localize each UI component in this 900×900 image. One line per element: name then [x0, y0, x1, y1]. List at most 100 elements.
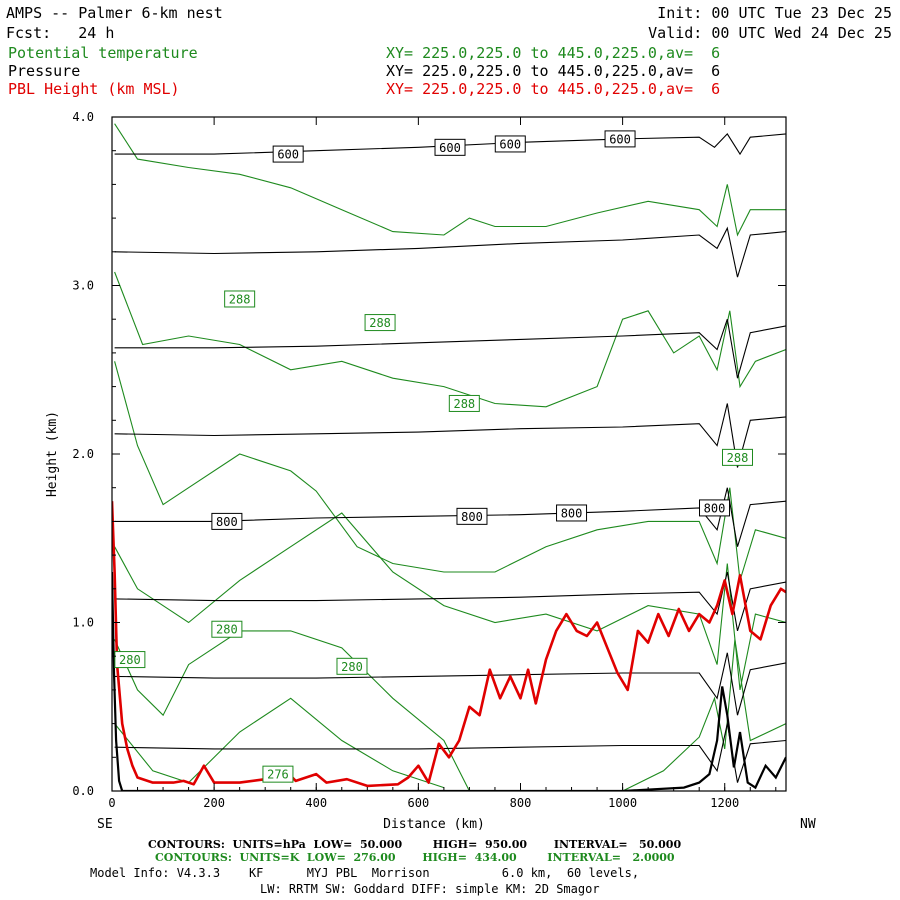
theta-contour-line	[418, 639, 786, 791]
pressure-contour-label-text: 600	[609, 132, 631, 146]
pressure-contour-label-box	[272, 145, 304, 163]
x-tick-label: 1000	[608, 796, 637, 810]
theta-contour-line	[114, 512, 786, 691]
x-tick-label: 800	[510, 796, 532, 810]
field-pbl-name: PBL Height (km MSL)	[8, 80, 180, 98]
theta-contour-label-box	[336, 657, 368, 675]
pressure-contour-label-box	[211, 512, 243, 530]
pressure-contour-label-box	[494, 135, 526, 153]
theta-contour-line	[114, 630, 470, 791]
pressure-contour-line	[114, 319, 786, 379]
theta-contour-label: 280	[211, 620, 243, 638]
pressure-contour-line	[114, 652, 786, 716]
pressure-contour-label-box	[604, 130, 636, 148]
x-tick-label: 1200	[710, 796, 739, 810]
theta-contour-label-text: 288	[229, 292, 251, 306]
axes: 0.0 1.0 2.0 3.0 4.0 0 200 400 600 800 1000 1200	[72, 110, 786, 810]
pressure-contour-label: 800	[456, 507, 488, 525]
y-tick-label: 1.0	[72, 616, 94, 630]
pressure-contour-line	[114, 571, 786, 632]
pressure-contour-label-box	[434, 138, 466, 156]
terrain-profile	[112, 571, 786, 791]
theta-contour-label-box	[721, 448, 753, 466]
terrain-line	[112, 571, 786, 791]
pressure-contour-label-box	[456, 507, 488, 525]
pressure-contour-label: 600	[604, 130, 636, 148]
theta-contour-line	[114, 697, 445, 789]
pressure-contour-label-box	[556, 504, 588, 522]
field-pbl-xy: XY= 225.0,225.0 to 445.0,225.0,av= 6	[386, 80, 721, 98]
pressure-contour-label-text: 600	[439, 141, 461, 155]
theta-contour-label-text: 288	[369, 316, 391, 330]
pressure-contour-label-text: 600	[499, 137, 521, 151]
pressure-contour-label-text: 800	[461, 510, 483, 524]
pressure-contour-label-text: 800	[216, 515, 238, 529]
x-tick-label: 600	[408, 796, 430, 810]
x-tick-label: 400	[305, 796, 327, 810]
pbl-height-series	[112, 501, 786, 788]
pressure-contour-label-box	[699, 499, 731, 517]
left-end-label: SE	[97, 817, 113, 832]
theta-contour-label-box	[448, 394, 480, 412]
pressure-contour-label: 800	[556, 504, 588, 522]
field-pressure-name: Pressure	[8, 62, 81, 80]
pressure-contour-line	[114, 403, 786, 468]
footer-theta-contours: CONTOURS: UNITS=K LOW= 276.00 HIGH= 434.…	[155, 851, 675, 864]
pressure-contour-label: 600	[272, 145, 304, 163]
theta-contour-label-text: 280	[341, 660, 363, 674]
theta-contour-line	[114, 361, 786, 581]
theta-contour-label-box	[224, 290, 256, 308]
y-tick-label: 4.0	[72, 110, 94, 124]
footer-model-info: Model Info: V4.3.3 KF MYJ PBL Morrison 6…	[90, 866, 640, 880]
y-tick-label: 3.0	[72, 279, 94, 293]
theta-contour-label: 280	[114, 651, 146, 669]
field-theta-name: Potential temperature	[8, 44, 198, 62]
init-time: Init: 00 UTC Tue 23 Dec 25	[657, 4, 892, 22]
pbl-height-line	[112, 501, 786, 788]
theta-contours	[114, 123, 786, 791]
pressure-contour-line	[114, 226, 786, 278]
theta-contour-label-text: 280	[119, 653, 141, 667]
pressure-contour-line	[114, 487, 786, 547]
y-tick-label: 2.0	[72, 447, 94, 461]
pressure-contour-label-text: 800	[704, 501, 726, 515]
pressure-contour-label: 800	[699, 499, 731, 517]
footer-pressure-contours: CONTOURS: UNITS=hPa LOW= 50.000 HIGH= 95…	[148, 838, 682, 851]
pressure-contour-label-text: 600	[277, 148, 299, 162]
field-pressure-xy: XY= 225.0,225.0 to 445.0,225.0,av= 6	[386, 62, 721, 80]
plot-frame	[111, 116, 787, 792]
x-axis-label: Distance (km)	[383, 817, 485, 832]
theta-contour-label-text: 288	[453, 397, 475, 411]
theta-contour-line	[114, 271, 786, 408]
theta-contour-label-text: 288	[727, 451, 749, 465]
footer-physics: LW: RRTM SW: Goddard DIFF: simple KM: 2D…	[260, 882, 600, 896]
theta-contour-label-box	[364, 314, 396, 332]
theta-contour-label: 288	[721, 448, 753, 466]
theta-contour-label-box	[114, 651, 146, 669]
forecast-hour: Fcst: 24 h	[6, 24, 115, 42]
theta-contour-label: 288	[448, 394, 480, 412]
x-tick-label: 200	[203, 796, 225, 810]
x-tick-label: 0	[108, 796, 115, 810]
theta-contour-label: 288	[224, 290, 256, 308]
valid-time: Valid: 00 UTC Wed 24 Dec 25	[648, 24, 892, 42]
theta-contour-line	[114, 123, 786, 237]
y-axis-label: Height (km)	[45, 411, 60, 497]
theta-contour-label: 280	[336, 657, 368, 675]
right-end-label: NW	[800, 817, 816, 832]
theta-contour-label-text: 276	[267, 768, 289, 782]
theta-contour-label-text: 280	[216, 623, 238, 637]
pressure-contour-label: 800	[211, 512, 243, 530]
theta-contour-label-box	[262, 765, 294, 783]
field-theta-xy: XY= 225.0,225.0 to 445.0,225.0,av= 6	[386, 44, 721, 62]
contour-labels: 288 288 288 288 280 280 280 276 600 600 600 600 800 8…	[114, 130, 753, 783]
pressure-contour-label: 600	[494, 135, 526, 153]
y-tick-label: 0.0	[72, 784, 94, 798]
pressure-contour-label: 600	[434, 138, 466, 156]
theta-contour-label: 288	[364, 314, 396, 332]
model-title: AMPS -- Palmer 6-km nest	[6, 4, 223, 22]
pressure-contour-label-text: 800	[561, 506, 583, 520]
theta-contour-label: 276	[262, 765, 294, 783]
pressure-contour-line	[114, 723, 786, 783]
